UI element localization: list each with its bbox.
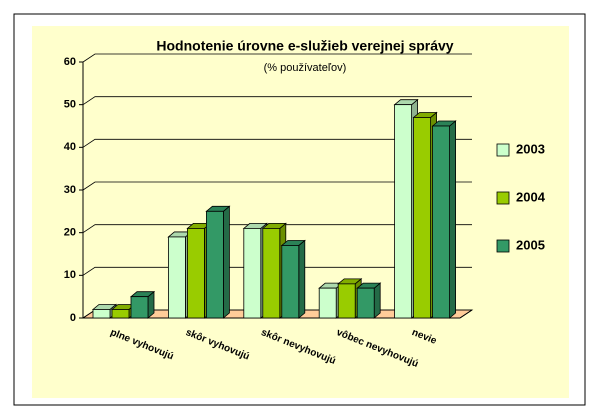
y-tick-label: 0	[70, 312, 76, 324]
bar	[337, 283, 356, 319]
grid-line	[82, 53, 472, 63]
bar	[394, 104, 413, 319]
bar	[167, 236, 186, 319]
bar	[92, 309, 111, 319]
chart-area	[32, 26, 569, 398]
grid-line	[82, 138, 472, 148]
bar-side	[298, 239, 306, 319]
bar	[318, 287, 337, 319]
grid-line	[82, 181, 472, 191]
legend-label: 2003	[516, 141, 545, 156]
chart-title: Hodnotenie úrovne e-služieb verejnej spr…	[156, 38, 453, 54]
y-tick-label: 50	[64, 99, 76, 111]
bar-side	[373, 282, 381, 319]
y-tick-label: 10	[64, 269, 76, 281]
bar	[281, 245, 300, 319]
bar	[243, 227, 262, 319]
legend-swatch	[496, 143, 510, 157]
bar-side	[222, 205, 230, 319]
legend-swatch	[496, 239, 510, 253]
legend-swatch	[496, 191, 510, 205]
grid-line	[82, 96, 472, 105]
bar	[356, 287, 375, 319]
bar	[262, 227, 281, 319]
bar	[432, 125, 451, 319]
y-tick-label: 30	[64, 184, 76, 196]
bar	[413, 117, 432, 319]
bar	[111, 309, 130, 319]
x-axis-back	[459, 309, 473, 319]
y-tick-label: 20	[64, 227, 76, 239]
y-tick-label: 40	[64, 141, 76, 153]
chart-subtitle: (% používateľov)	[264, 62, 347, 74]
bar	[130, 296, 149, 319]
bar-side	[449, 120, 457, 319]
legend-label: 2004	[516, 189, 546, 204]
grid-line	[82, 224, 472, 233]
y-tick-label: 60	[64, 56, 76, 68]
legend-label: 2005	[516, 237, 545, 252]
bar	[186, 227, 205, 319]
bar	[205, 210, 224, 319]
grid-line	[82, 266, 472, 276]
